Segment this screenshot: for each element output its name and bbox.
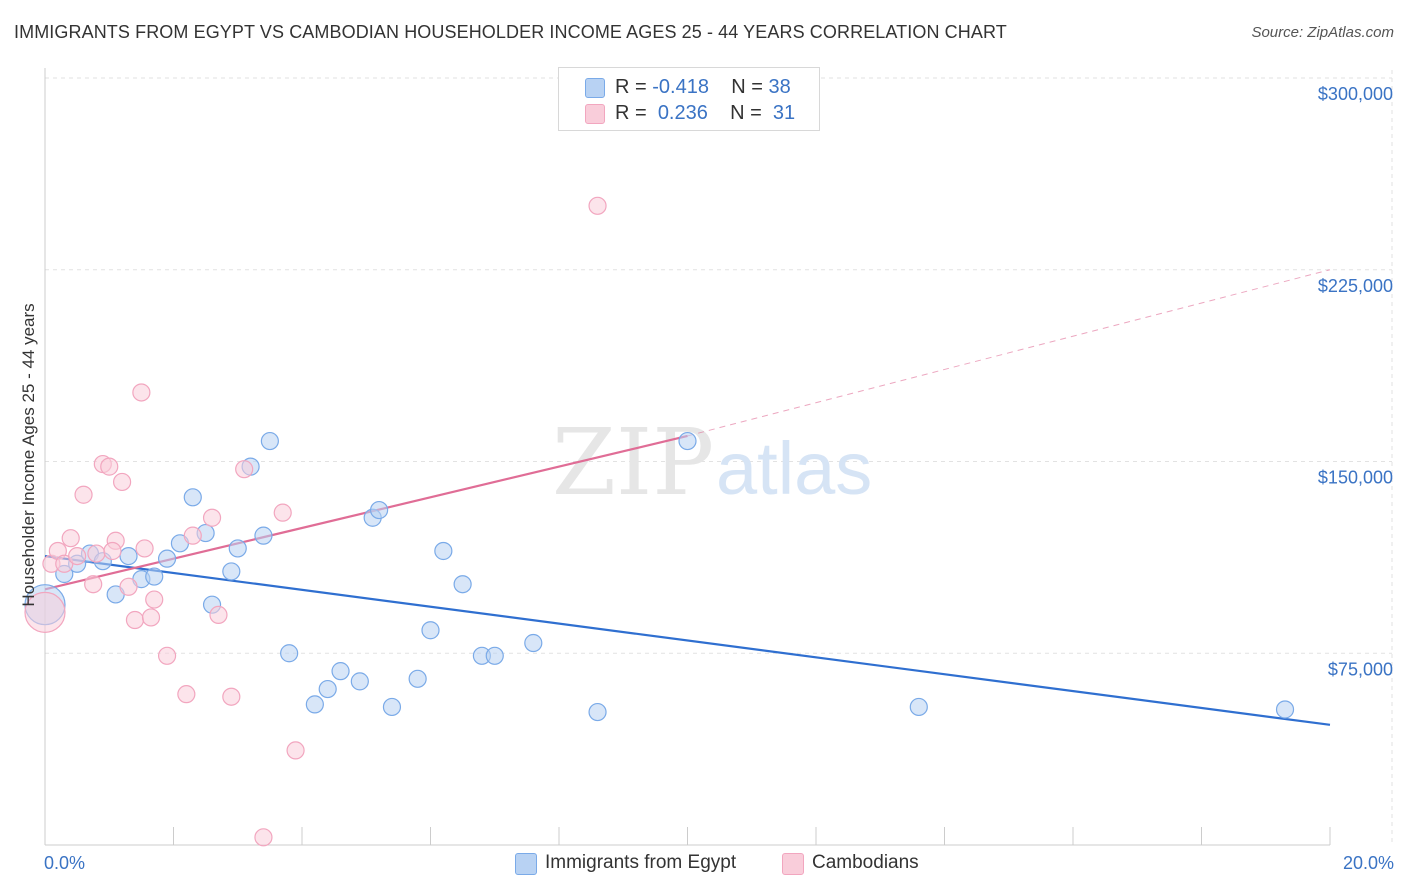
data-point-cambodians [202,508,222,527]
chart-title: IMMIGRANTS FROM EGYPT VS CAMBODIAN HOUSE… [14,22,1007,42]
x-tick-label: 20.0% [1343,853,1394,873]
data-point-cambodians [74,485,93,504]
y-tick-label: $300,000 [1318,84,1393,104]
y-tick-labels: $75,000 $150,000 $225,000 $300,000 [1318,84,1393,679]
data-point-egypt [222,562,241,581]
data-point-egypt [254,526,273,545]
data-point-egypt [145,567,164,586]
data-point-egypt [119,546,138,566]
data-point-cambodians [183,526,202,545]
data-point-cambodians [235,460,254,479]
legend-n-value: 38 [768,76,791,98]
data-point-egypt [331,662,350,681]
data-point-cambodians [61,529,80,548]
data-point-egypt [157,549,177,568]
data-point-cambodians [100,457,119,476]
gridlines [45,70,1393,845]
trend-extension-cambodians [687,269,1331,437]
data-point-egypt [318,679,337,699]
series-swatch-cambodians [782,853,804,875]
data-point-cambodians [157,646,177,665]
data-point-egypt [421,621,440,640]
data-point-cambodians [254,828,273,847]
legend-n-label: N = [731,76,763,98]
legend-r-value: -0.418 [652,76,709,98]
source-credit: Source: ZipAtlas.com [1251,24,1394,41]
data-point-cambodians [286,741,305,760]
legend-swatch-cambodians [585,104,605,124]
data-point-egypt [228,539,247,558]
y-tick-label: $225,000 [1318,276,1393,296]
data-point-egypt [1275,700,1295,719]
data-point-cambodians [103,541,122,561]
data-point-egypt [183,488,202,507]
data-point-egypt [370,500,389,520]
data-point-cambodians [112,472,132,492]
data-point-egypt [588,702,607,722]
legend-swatch-egypt [585,78,605,98]
data-point-cambodians [119,577,138,596]
data-point-cambodians [209,605,228,625]
data-point-cambodians [84,575,103,594]
data-point-egypt [678,431,697,451]
series-name-cambodians: Cambodians [812,852,919,873]
data-point-cambodians [24,591,66,633]
data-point-egypt [453,575,472,594]
data-point-cambodians [273,503,292,522]
data-point-egypt [382,697,402,717]
x-tick-labels: 0.0% 20.0% [44,853,1394,873]
series-swatch-egypt [515,853,537,875]
trend-line-egypt [44,555,1331,726]
data-point-cambodians [177,685,196,704]
data-point-egypt [485,646,504,665]
legend-r-label: R = [615,76,647,98]
data-point-cambodians [145,590,164,609]
watermark-atlas: atlas [716,427,872,510]
data-point-egypt [524,633,543,653]
data-point-cambodians [222,687,241,706]
y-axis-label: Householder Income Ages 25 - 44 years [19,303,38,606]
data-point-egypt [434,541,453,561]
data-point-egypt [305,695,324,714]
data-point-cambodians [141,608,161,627]
data-point-egypt [280,644,299,663]
legend-n-value: 31 [772,102,796,124]
data-points [24,196,1295,847]
data-point-cambodians [125,610,145,630]
data-point-egypt [909,697,928,717]
data-point-egypt [350,672,369,691]
data-point-cambodians [588,196,607,215]
data-point-cambodians [68,546,87,566]
legend-r-value: 0.236 [657,102,708,124]
series-name-egypt: Immigrants from Egypt [545,852,737,873]
correlation-legend: R = -0.418 N = 38 R = 0.236 N = 31 [558,67,820,131]
data-point-egypt [408,669,427,688]
data-point-cambodians [135,539,154,558]
legend-n-label: N = [730,102,762,124]
data-point-cambodians [87,544,106,563]
data-point-cambodians [132,383,151,402]
y-tick-label: $150,000 [1318,468,1393,488]
legend-r-label: R = [615,102,647,124]
data-point-egypt [260,431,279,451]
y-tick-label: $75,000 [1328,659,1393,679]
x-tick-label: 0.0% [44,853,85,873]
